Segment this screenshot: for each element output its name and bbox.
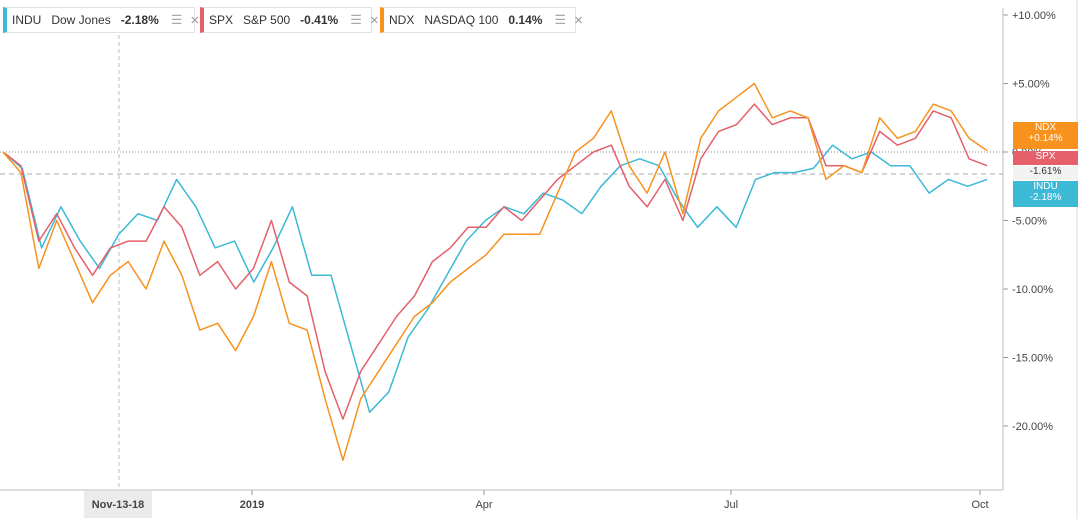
legend-symbol: INDU — [12, 13, 42, 27]
price-tag-symbol: INDU — [1033, 181, 1058, 192]
y-tick-label: -15.00% — [1012, 353, 1053, 365]
price-tag-symbol: SPX — [1035, 151, 1056, 162]
price-tag-3: INDU -2.18% — [1013, 181, 1078, 207]
legend-symbol: NDX — [389, 13, 415, 27]
close-icon[interactable]: × — [574, 11, 583, 29]
layers-icon[interactable]: ☰ — [554, 12, 567, 27]
x-tick-label: Jul — [724, 499, 738, 511]
legend-change: -0.41% — [300, 13, 339, 27]
legend-item-indu[interactable]: INDU Dow Jones -2.18% ☰ × — [3, 7, 199, 33]
x-tick-label: Apr — [475, 499, 492, 511]
x-tick-label: 2019 — [240, 499, 264, 511]
y-tick-label: +5.00% — [1012, 79, 1050, 91]
legend-name: Dow Jones — [51, 13, 111, 27]
price-tag-change: -2.18% — [1029, 192, 1062, 203]
crosshair-date-label: Nov-13-18 — [92, 499, 145, 511]
series-lines — [2, 82, 988, 462]
price-tag-0: NDX +0.14% — [1013, 122, 1078, 149]
crosshair-date-box — [84, 491, 152, 518]
legend-item-spx[interactable]: SPX S&P 500 -0.41% ☰ × — [200, 7, 379, 33]
series-line-ndx — [2, 82, 988, 462]
layers-icon[interactable]: ☰ — [350, 12, 362, 27]
series-line-spx — [2, 103, 988, 420]
legend-symbol: SPX — [209, 13, 234, 27]
close-icon[interactable]: × — [369, 11, 379, 29]
y-tick-label: +10.00% — [1012, 10, 1056, 22]
y-tick-label: -10.00% — [1012, 284, 1053, 296]
legend-name: NASDAQ 100 — [424, 13, 499, 27]
x-tick-label: Oct — [971, 499, 988, 511]
price-tag-2: -1.61% — [1013, 166, 1078, 180]
legend-change: 0.14% — [508, 13, 543, 27]
legend-item-ndx[interactable]: NDX NASDAQ 100 0.14% ☰ × — [380, 7, 583, 33]
legend-change: -2.18% — [120, 13, 159, 27]
price-tag-symbol: NDX — [1034, 122, 1057, 133]
y-tick-label: -5.00% — [1012, 216, 1047, 228]
price-tag-1: SPX — [1013, 151, 1078, 165]
price-tag-change: -1.61% — [1029, 166, 1062, 177]
price-tag-change: +0.14% — [1028, 133, 1063, 144]
legend-name: S&P 500 — [243, 13, 291, 27]
y-tick-label: -20.00% — [1012, 421, 1053, 433]
close-icon[interactable]: × — [190, 11, 200, 29]
reference-lines: Nov-13-18 — [0, 14, 1003, 518]
layers-icon[interactable]: ☰ — [170, 12, 183, 27]
